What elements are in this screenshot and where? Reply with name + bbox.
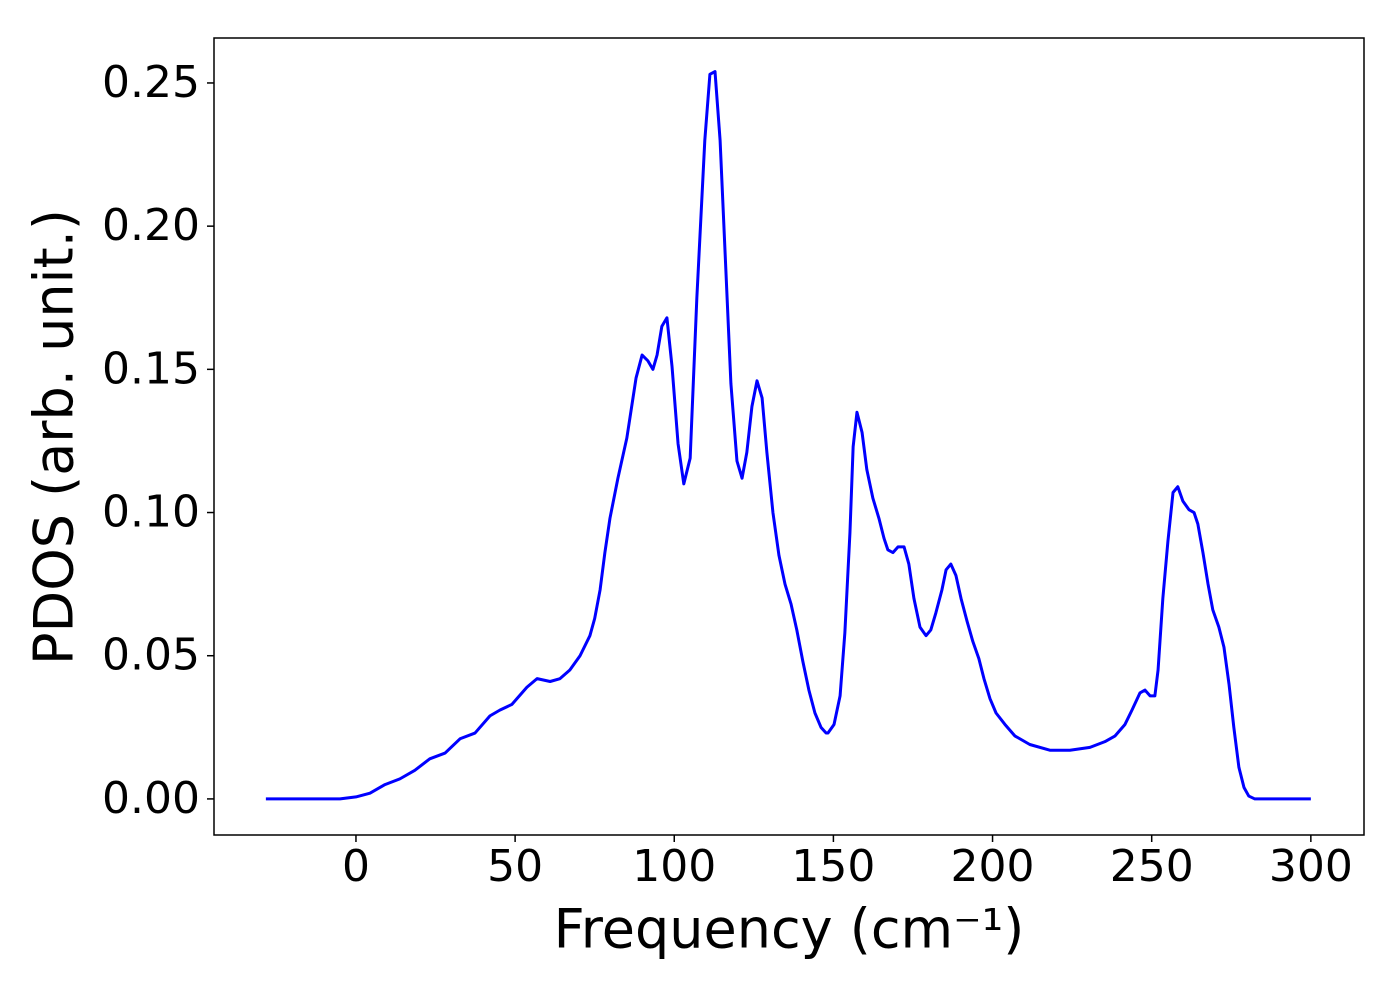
x-tick-label: 300 — [1269, 841, 1353, 892]
y-tick-label: 0.25 — [102, 57, 200, 108]
x-tick-label: 150 — [791, 841, 875, 892]
y-tick-label: 0.00 — [102, 773, 200, 824]
x-tick-label: 0 — [342, 841, 370, 892]
y-axis-label: PDOS (arb. unit.) — [23, 209, 86, 665]
x-tick-label: 200 — [951, 841, 1035, 892]
x-tick-label: 50 — [487, 841, 543, 892]
x-tick-label: 250 — [1110, 841, 1194, 892]
x-tick-label: 100 — [632, 841, 716, 892]
x-axis-label: Frequency (cm⁻¹) — [554, 898, 1025, 961]
y-tick-label: 0.10 — [102, 487, 200, 538]
y-tick-label: 0.05 — [102, 630, 200, 681]
y-tick-label: 0.20 — [102, 200, 200, 251]
plot-frame — [213, 37, 1365, 836]
y-tick-label: 0.15 — [102, 343, 200, 394]
data-line — [265, 70, 1311, 801]
